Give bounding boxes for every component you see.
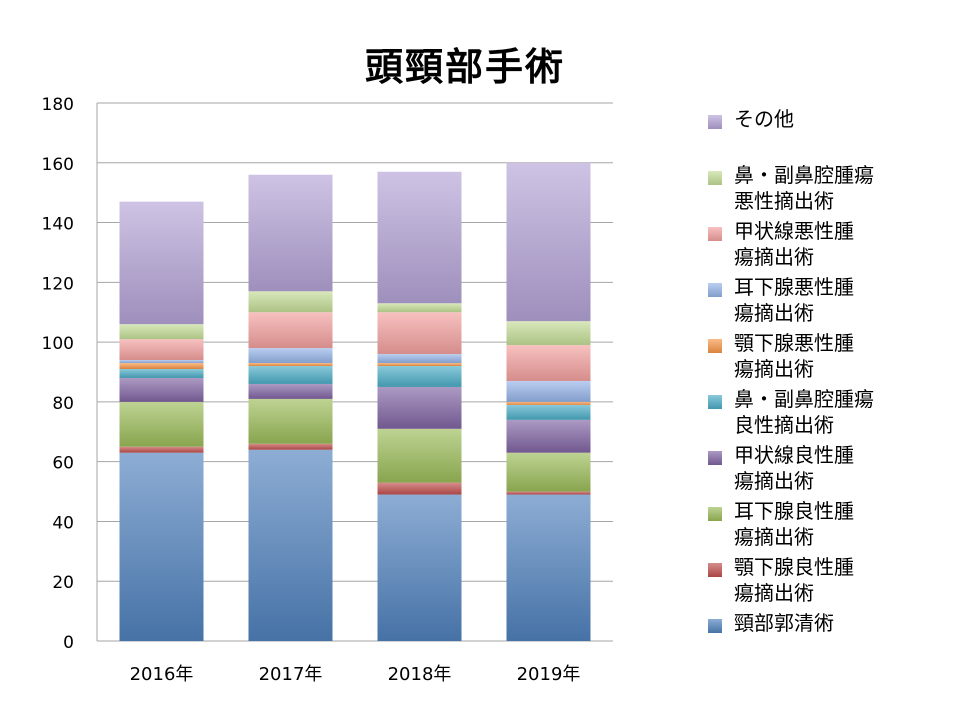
bar-segment	[248, 312, 333, 349]
legend-swatch	[708, 619, 722, 633]
bars	[119, 162, 591, 641]
legend-item: 甲状線悪性腫 瘍摘出術	[708, 218, 953, 270]
x-tick-label: 2018年	[388, 664, 452, 685]
legend-swatch	[708, 339, 722, 353]
bar-segment	[248, 398, 333, 444]
bar-segment	[377, 312, 462, 355]
legend-label: 良性摘出術	[734, 413, 834, 437]
legend-label: 瘍摘出術	[734, 301, 814, 325]
legend-item: 耳下腺良性腫 瘍摘出術	[708, 498, 953, 550]
legend-label: 耳下腺悪性腫	[734, 275, 854, 299]
bar-segment	[377, 354, 462, 364]
bar-segment	[248, 383, 333, 399]
legend-label: 耳下腺良性腫	[734, 499, 854, 523]
bar-segment	[248, 174, 333, 292]
bar-segment	[248, 366, 333, 384]
legend-swatch	[708, 227, 722, 241]
legend-label: 頸部郭清術	[734, 611, 834, 635]
bar-segment	[377, 386, 462, 429]
y-tick-label: 120	[42, 274, 74, 294]
legend-swatch	[708, 283, 722, 297]
legend-label: 瘍摘出術	[734, 245, 814, 269]
y-tick-label: 40	[52, 513, 74, 533]
y-tick-label: 20	[52, 573, 74, 593]
y-tick-label: 0	[63, 633, 74, 653]
bar-segment	[119, 401, 204, 447]
legend-label: その他	[734, 107, 794, 131]
bar-segment	[119, 201, 204, 325]
legend-label: 瘍摘出術	[734, 581, 814, 605]
legend-label: 瘍摘出術	[734, 469, 814, 493]
bar-segment	[119, 452, 204, 641]
legend-label: 瘍摘出術	[734, 525, 814, 549]
y-tick-label: 100	[42, 334, 74, 354]
chart-title: 頭頸部手術	[364, 45, 565, 89]
bar-segment	[506, 401, 591, 405]
legend-swatch	[708, 451, 722, 465]
legend-label: 鼻・副鼻腔腫瘍	[734, 387, 874, 411]
bar-segment	[248, 291, 333, 313]
y-tick-label: 80	[52, 394, 74, 414]
bar-segment	[506, 404, 591, 420]
bar-segment	[248, 443, 333, 450]
bar-segment	[377, 366, 462, 387]
bar-segment	[506, 491, 591, 495]
y-tick-label: 180	[42, 95, 74, 115]
legend-item: 耳下腺悪性腫 瘍摘出術	[708, 274, 953, 326]
legend-label: 顎下腺悪性腫	[734, 331, 854, 355]
bar-segment	[377, 428, 462, 483]
legend-item: 頸部郭清術	[708, 610, 953, 636]
bar-segment	[506, 345, 591, 381]
y-tick-label: 140	[42, 215, 74, 235]
legend-item: 鼻・副鼻腔腫瘍 良性摘出術	[708, 386, 953, 438]
x-tick-label: 2017年	[259, 664, 323, 685]
bar-segment	[506, 162, 591, 322]
bar-segment	[248, 348, 333, 364]
bar-segment	[248, 449, 333, 641]
bar-segment	[248, 363, 333, 367]
legend-label: 鼻・副鼻腔腫瘍	[734, 163, 874, 187]
bar-segment	[119, 363, 204, 370]
legend-swatch	[708, 115, 722, 129]
bar-segment	[119, 446, 204, 453]
legend-item: 鼻・副鼻腔腫瘍 悪性摘出術	[708, 162, 953, 214]
legend-swatch	[708, 171, 722, 185]
bar-segment	[506, 452, 591, 492]
legend-item: 顎下腺良性腫 瘍摘出術	[708, 554, 953, 606]
legend-item: 顎下腺悪性腫 瘍摘出術	[708, 330, 953, 382]
y-tick-label: 60	[52, 454, 74, 474]
bar-segment	[119, 339, 204, 361]
bar-segment	[119, 377, 204, 402]
legend-label: 顎下腺良性腫	[734, 555, 854, 579]
bar-segment	[377, 494, 462, 641]
x-tick-label: 2019年	[517, 664, 581, 685]
legend-label: 甲状線良性腫	[734, 443, 854, 467]
legend-label: 瘍摘出術	[734, 357, 814, 381]
bar-segment	[119, 369, 204, 378]
legend-item: その他	[708, 106, 953, 132]
bar-segment	[119, 360, 204, 364]
legend-swatch	[708, 507, 722, 521]
legend: その他 鼻・副鼻腔腫瘍 悪性摘出術 甲状線悪性腫 瘍摘出術 耳下腺悪性腫 瘍摘出術 顎下腺悪性…	[708, 106, 953, 640]
legend-swatch	[708, 395, 722, 409]
bar-segment	[377, 171, 462, 304]
y-tick-label: 160	[42, 155, 74, 175]
bar-segment	[506, 419, 591, 453]
bar-segment	[506, 494, 591, 641]
legend-label: 悪性摘出術	[734, 189, 834, 213]
legend-swatch	[708, 563, 722, 577]
bar-segment	[377, 363, 462, 367]
axes: 0 20 40 60 80 100 120 140 160 180 2016年 2017年 2018年 2…	[42, 95, 581, 685]
bar-segment	[506, 380, 591, 402]
legend-item: 甲状線良性腫 瘍摘出術	[708, 442, 953, 494]
bar-segment	[377, 482, 462, 495]
bar-segment	[377, 303, 462, 313]
bar-segment	[119, 324, 204, 340]
legend-label: 甲状線悪性腫	[734, 219, 854, 243]
bar-segment	[506, 321, 591, 346]
x-tick-label: 2016年	[130, 664, 194, 685]
